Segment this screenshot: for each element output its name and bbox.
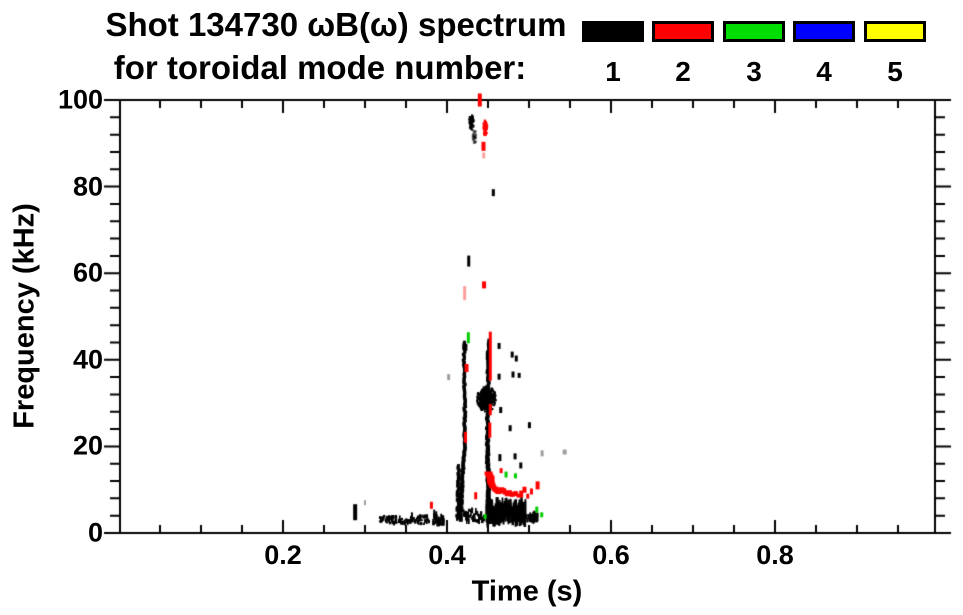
legend-label-mode-3: 3 (746, 56, 762, 87)
plot-subtitle: for toroidal mode number: (113, 49, 527, 86)
legend-label-mode-4: 4 (816, 56, 832, 87)
y-tick-label-20: 20 (72, 430, 103, 461)
legend-swatch-mode-1 (582, 21, 644, 42)
y-tick-label-100: 100 (57, 84, 103, 115)
y-tick-label-0: 0 (87, 517, 103, 548)
x-tick-label-0.6: 0.6 (592, 540, 630, 570)
x-axis-label: Time (s) (471, 575, 583, 608)
legend-label-mode-2: 2 (675, 56, 691, 87)
legend-swatch-mode-5 (864, 21, 926, 42)
x-tick-label-0.2: 0.2 (264, 540, 302, 570)
legend-swatch-mode-2 (652, 21, 714, 42)
legend-label-mode-5: 5 (887, 56, 903, 87)
x-tick-label-0.4: 0.4 (428, 540, 466, 570)
x-tick-label-0.8: 0.8 (756, 540, 794, 570)
y-axis-label: Frequency (kHz) (8, 203, 41, 429)
y-tick-label-80: 80 (72, 171, 103, 202)
plot-title: Shot 134730 ωB(ω) spectrum (105, 6, 567, 43)
legend-label-mode-1: 1 (605, 56, 621, 87)
y-tick-label-60: 60 (72, 257, 103, 288)
legend-swatch-mode-3 (723, 21, 785, 42)
legend-swatch-mode-4 (793, 21, 855, 42)
y-tick-label-40: 40 (72, 344, 103, 375)
